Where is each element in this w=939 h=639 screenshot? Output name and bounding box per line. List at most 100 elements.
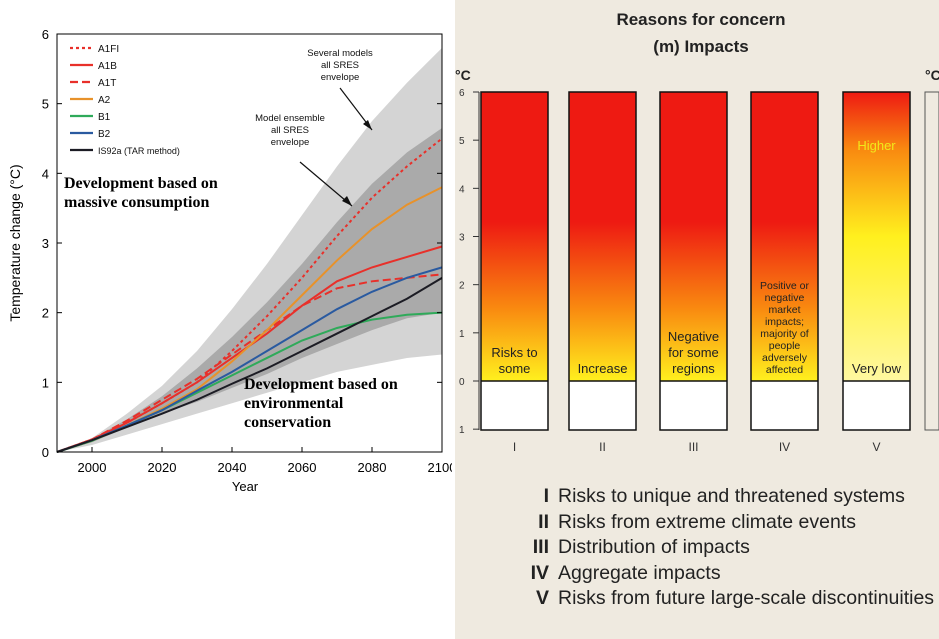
right-y-tick-label: 4 xyxy=(459,184,465,195)
annotation-arrowhead xyxy=(342,196,352,206)
column-numeral: IV xyxy=(779,440,790,454)
concern-bar xyxy=(660,92,727,381)
concern-bar-below-zero xyxy=(660,381,727,430)
series-line-a1fi xyxy=(56,137,443,453)
right-y-tick-label: 1 xyxy=(459,425,465,436)
annotation-model-ensemble: Model ensemble xyxy=(255,113,325,124)
right-y-tick-label: 6 xyxy=(459,88,465,99)
right-y-tick-label: 2 xyxy=(459,281,465,292)
column-label: Negative xyxy=(668,329,719,344)
concern-bar xyxy=(751,92,818,381)
concern-bar-frame xyxy=(750,91,819,431)
annotation-arrow xyxy=(299,161,353,207)
annotation-several-models: envelope xyxy=(321,72,360,83)
legend-label: B1 xyxy=(98,112,111,123)
column-numeral: V xyxy=(872,440,880,454)
y-tick-label: 2 xyxy=(42,306,49,321)
annotation-several-models: Several models xyxy=(307,48,373,59)
column-label: adversely xyxy=(762,352,808,364)
series-line-a1t xyxy=(56,273,443,453)
column-label: some xyxy=(499,361,531,376)
unit-label: °C xyxy=(925,67,939,83)
column-numeral: I xyxy=(513,440,516,454)
reasons-legend: I Risks to unique and threatened systems … xyxy=(521,484,939,612)
right-y-tick-label: 3 xyxy=(459,233,465,244)
x-axis-label: Year xyxy=(232,479,259,494)
overlay-line: environmental xyxy=(244,395,344,412)
right-y-tick-label: 5 xyxy=(459,136,465,147)
clipped-neighbor-frame xyxy=(924,91,939,431)
y-tick-label: 0 xyxy=(42,445,49,460)
x-tick-label: 2100 xyxy=(428,460,452,475)
concern-bar xyxy=(569,92,636,381)
concern-bar xyxy=(481,92,548,381)
unit-label: °C xyxy=(455,67,471,83)
right-y-tick-label: 1 xyxy=(459,329,465,340)
annotation-model-ensemble: envelope xyxy=(271,137,310,148)
legend-label: A1FI xyxy=(98,44,119,55)
reason-item: III Distribution of impacts xyxy=(532,536,750,558)
x-tick-label: 2000 xyxy=(78,460,107,475)
legend-label: A1B xyxy=(98,61,117,72)
overlay-line: Development based on xyxy=(64,175,218,192)
legend-label: IS92a (TAR method) xyxy=(98,146,180,156)
column-numeral: II xyxy=(599,440,606,454)
reasons-for-concern-panel: Reasons for concern (m) Impacts °C °C 6 5 4 3 2 1… xyxy=(455,0,939,639)
several-models-envelope xyxy=(57,47,442,452)
overlay-massive-consumption: Development based on massive consumption xyxy=(64,174,218,212)
concern-bar-frame xyxy=(659,91,728,431)
y-axis-label: Temperature change (°C) xyxy=(7,164,23,321)
concern-bar-below-zero xyxy=(569,381,636,430)
column-label: negative xyxy=(765,292,805,304)
x-tick-label: 2020 xyxy=(148,460,177,475)
overlay-line: massive consumption xyxy=(64,194,210,211)
column-label: Risks to xyxy=(491,345,537,360)
column-label: affected xyxy=(766,364,803,376)
series-line-b2 xyxy=(56,266,443,453)
column-top-label: Higher xyxy=(857,138,896,153)
column-label: market xyxy=(768,304,800,316)
overlay-line: Development based on xyxy=(244,376,398,393)
reasons-for-concern-chart: Reasons for concern (m) Impacts °C °C 6 5 4 3 2 1… xyxy=(455,10,939,454)
reason-item: I Risks to unique and threatened systems xyxy=(543,485,905,507)
reason-item: II Risks from extreme climate events xyxy=(538,510,856,533)
annotation-arrowhead xyxy=(363,120,372,130)
column-label: impacts; xyxy=(765,316,804,328)
x-tick-label: 2080 xyxy=(358,460,387,475)
x-tick-label: 2060 xyxy=(288,460,317,475)
y-tick-label: 5 xyxy=(42,97,49,112)
concern-bar-below-zero xyxy=(751,381,818,430)
x-tick-label: 2040 xyxy=(218,460,247,475)
right-title: Reasons for concern xyxy=(616,10,785,29)
temperature-projection-chart: 0 1 2 3 4 5 6 2000 2020 2040 2060 2080 2100 Year Tempe… xyxy=(7,27,452,494)
right-subtitle: (m) Impacts xyxy=(653,37,748,56)
concern-bar-frame xyxy=(568,91,637,431)
y-tick-label: 4 xyxy=(42,166,49,181)
column-numeral: III xyxy=(688,440,698,454)
legend-label: A2 xyxy=(98,95,111,106)
overlay-environmental-conservation: Development based on environmental conse… xyxy=(244,375,398,432)
annotation-several-models: all SRES xyxy=(321,60,359,71)
reason-item: IV Aggregate impacts xyxy=(530,561,721,584)
concern-bar-frame xyxy=(842,91,911,431)
model-ensemble-envelope xyxy=(57,128,442,453)
series-line-is92a xyxy=(56,276,443,453)
annotation-model-ensemble: all SRES xyxy=(271,125,309,136)
concern-bar-frame xyxy=(480,91,549,431)
column-label: regions xyxy=(672,361,715,376)
column-label: for some xyxy=(668,345,719,360)
column-label: Positive or xyxy=(760,280,810,292)
right-y-tick-label: 0 xyxy=(459,377,465,388)
y-tick-label: 3 xyxy=(42,236,49,251)
reason-item: V Risks from future large-scale discontin… xyxy=(535,587,935,609)
legend-label: A1T xyxy=(98,78,116,89)
overlay-line: conservation xyxy=(244,414,332,431)
concern-bar xyxy=(843,92,910,381)
column-label: Very low xyxy=(852,361,902,376)
column-label: majority of xyxy=(760,328,809,340)
column-label: Increase xyxy=(578,361,628,376)
y-tick-label: 1 xyxy=(42,375,49,390)
column-label: people xyxy=(769,340,801,352)
concern-bar-below-zero xyxy=(481,381,548,430)
y-tick-label: 6 xyxy=(42,27,49,42)
